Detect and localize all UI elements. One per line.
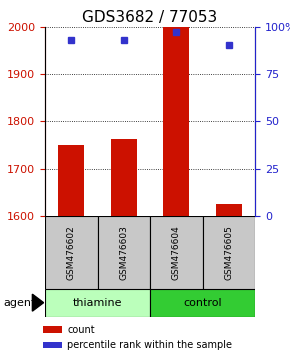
Text: GSM476602: GSM476602 [67, 225, 76, 280]
Bar [45, 289, 150, 317]
Bar [216, 204, 242, 216]
Text: thiamine: thiamine [73, 298, 122, 308]
Bar [44, 326, 62, 333]
Bar [44, 342, 62, 348]
Bar [150, 216, 203, 289]
Title: GDS3682 / 77053: GDS3682 / 77053 [82, 10, 218, 25]
Text: percentile rank within the sample: percentile rank within the sample [67, 340, 232, 350]
Bar [163, 27, 189, 216]
Text: GSM476605: GSM476605 [224, 225, 233, 280]
Bar [111, 139, 137, 216]
Text: agent: agent [3, 298, 35, 308]
Text: count: count [67, 325, 95, 335]
Bar [58, 145, 84, 216]
Text: GSM476604: GSM476604 [172, 225, 181, 280]
Text: GSM476603: GSM476603 [119, 225, 128, 280]
Polygon shape [32, 294, 44, 311]
Bar [203, 216, 255, 289]
Bar [150, 289, 255, 317]
Bar [97, 216, 150, 289]
Text: control: control [183, 298, 222, 308]
Bar [45, 216, 97, 289]
